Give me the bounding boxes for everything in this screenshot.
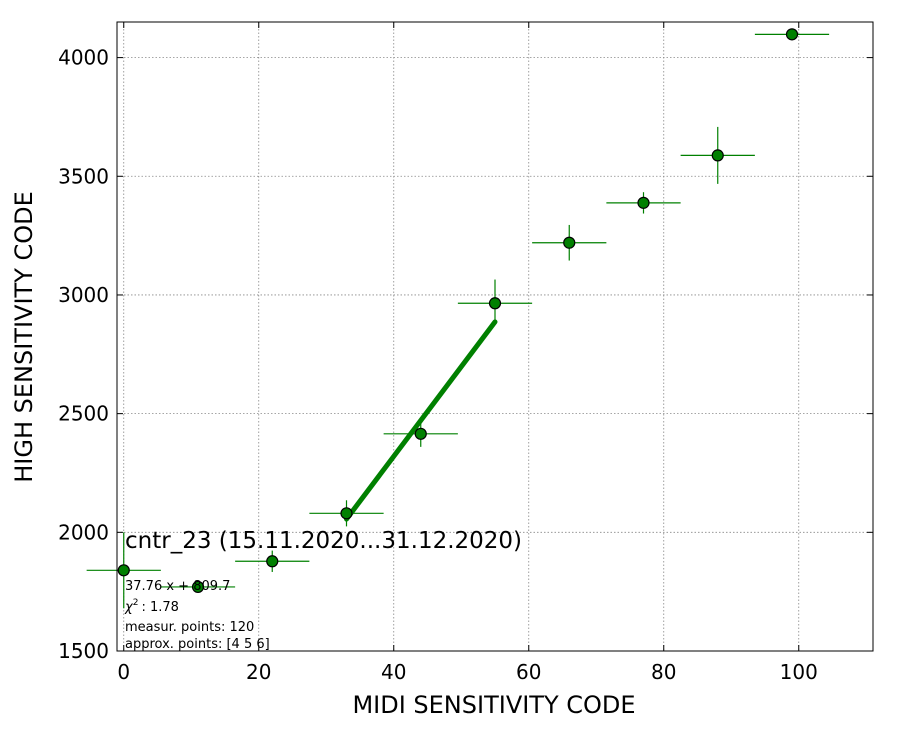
y-axis-label: HIGH SENSITIVITY CODE: [10, 191, 38, 483]
x-axis-label: MIDI SENSITIVITY CODE: [352, 691, 635, 719]
y-tick-label: 1500: [58, 639, 109, 663]
y-tick-label: 2500: [58, 402, 109, 426]
x-tick-label: 20: [246, 660, 271, 684]
ticks: 0 20 40 60 80 100 1500 2000 2500 3000 3500 4000: [58, 22, 873, 684]
data-point: [637, 196, 650, 209]
y-tick-label: 4000: [58, 46, 109, 70]
data-point: [785, 28, 799, 41]
data-point: [266, 555, 279, 568]
data-point: [563, 236, 576, 249]
fit-equation-label: 37.76 x + 809.7: [125, 579, 230, 594]
plot-frame: [116, 21, 874, 652]
x-tick-label: 80: [651, 660, 676, 684]
data-point: [488, 297, 502, 310]
chi2-value: : 1.78: [141, 600, 178, 615]
data-point: [191, 580, 205, 594]
chi2-label: χ2: 1.78: [124, 598, 179, 615]
y-tick-label: 3500: [58, 164, 109, 188]
measur-points-label: measur. points: 120: [125, 620, 254, 635]
chi2-symbol: χ: [124, 600, 134, 615]
fit-line: [344, 319, 498, 522]
x-tick-label: 40: [381, 660, 406, 684]
grid-lines: [117, 22, 873, 652]
y-tick-label: 3000: [58, 283, 109, 307]
x-tick-label: 60: [516, 660, 541, 684]
approx-points-label: approx. points: [4 5 6]: [125, 637, 270, 652]
data-point: [117, 564, 130, 577]
data-points-group: [86, 28, 830, 609]
x-tick-label: 100: [780, 660, 818, 684]
y-tick-label: 2000: [58, 520, 109, 544]
chi2-superscript: 2: [133, 598, 139, 608]
chart-annotation-title: cntr_23 (15.11.2020...31.12.2020): [125, 528, 522, 554]
data-point: [340, 507, 353, 520]
data-point: [711, 149, 724, 162]
x-tick-label: 0: [117, 660, 130, 684]
fit-line-group: [344, 319, 498, 522]
data-point: [414, 427, 427, 440]
